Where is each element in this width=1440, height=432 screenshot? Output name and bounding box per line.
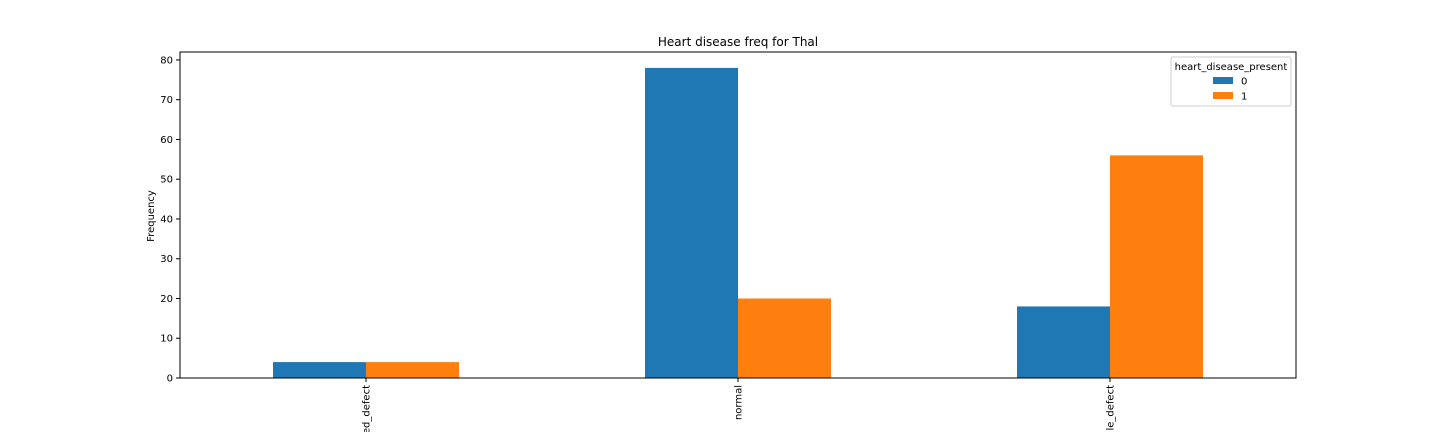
x-axis: ed_defect normal le_defect (362, 378, 1117, 432)
x-tick-label: ed_defect (362, 385, 373, 432)
y-tick-label: 50 (160, 175, 173, 186)
bar-ed_defect-series-0 (273, 362, 366, 378)
bars-group (273, 67, 1203, 378)
bar-le_defect-series-1 (1110, 155, 1203, 378)
y-axis: 0 10 20 30 40 50 60 70 80 (160, 55, 180, 385)
x-tick-label: le_defect (1106, 385, 1117, 431)
legend: heart_disease_present 01 (1170, 56, 1292, 107)
y-tick-label: 30 (160, 254, 173, 265)
y-axis-label: Frequency (146, 190, 157, 242)
legend-items: 01 (1213, 77, 1247, 103)
bar-le_defect-series-0 (1017, 306, 1110, 378)
y-tick-label: 40 (160, 214, 173, 225)
y-tick-label: 10 (160, 334, 173, 345)
legend-title: heart_disease_present (1175, 62, 1288, 73)
bar-normal-series-0 (645, 67, 738, 378)
x-tick-label: normal (734, 385, 745, 420)
y-tick-label: 0 (167, 374, 173, 385)
y-tick-label: 60 (160, 135, 173, 146)
y-tick-label: 80 (160, 55, 173, 66)
legend-label: 1 (1241, 92, 1247, 103)
plot-frame (179, 51, 1297, 379)
bar-normal-series-1 (738, 298, 831, 378)
y-tick-label: 70 (160, 95, 173, 106)
bar-ed_defect-series-1 (366, 362, 459, 378)
legend-swatch-0 (1213, 77, 1233, 84)
legend-label: 0 (1241, 77, 1247, 88)
chart-title: Heart disease freq for Thal (658, 35, 818, 49)
legend-swatch-1 (1213, 92, 1233, 99)
y-tick-label: 20 (160, 294, 173, 305)
